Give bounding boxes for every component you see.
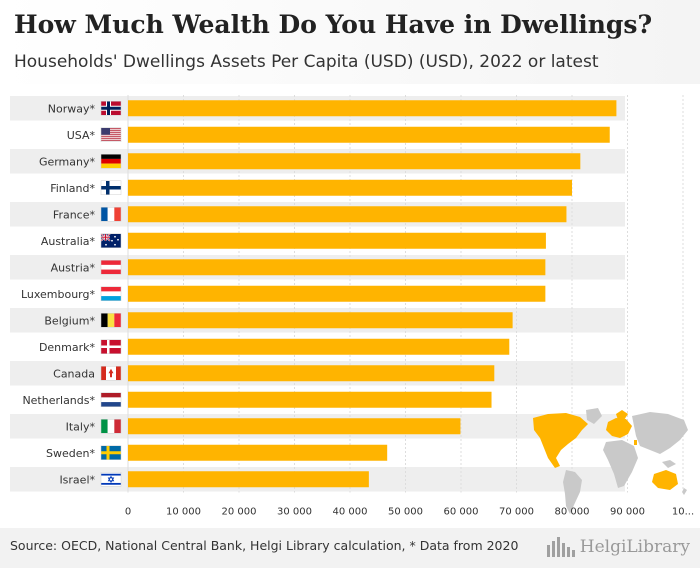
flags: [100, 101, 122, 487]
israel-flag-icon: [100, 472, 122, 487]
bar[interactable]: [128, 444, 388, 461]
map-greenland: [586, 408, 602, 424]
germany-flag-icon: [100, 154, 122, 169]
category-label: Italy*: [66, 420, 96, 433]
x-tick-label: 50 000: [388, 507, 423, 518]
category-label: Netherlands*: [22, 394, 95, 407]
bar-chart: Norway* USA* Germany* Finland* France* Austra…: [10, 95, 694, 518]
x-tick-label: 30 000: [277, 507, 312, 518]
x-axis-tick-labels: 0 10 000 20 000 30 000 40 000 50 000 60 000 70 …: [125, 507, 694, 518]
category-label: Denmark*: [39, 341, 96, 354]
map-southeast-asia: [662, 460, 676, 468]
netherlands-flag-icon: [100, 392, 122, 407]
bar[interactable]: [128, 206, 567, 223]
bar[interactable]: [128, 179, 572, 196]
australia-flag-icon: [100, 233, 122, 248]
x-tick-label: 0: [125, 507, 131, 518]
canada-flag-icon: [100, 366, 122, 381]
source-note: Source: OECD, National Central Bank, Hel…: [10, 538, 519, 553]
category-label: France*: [53, 208, 96, 221]
denmark-flag-icon: [100, 339, 122, 354]
bar[interactable]: [128, 391, 492, 408]
map-israel: [634, 440, 637, 445]
bar[interactable]: [128, 418, 461, 435]
chart-subtitle: Households' Dwellings Assets Per Capita …: [14, 52, 599, 72]
world-map-icon: [533, 408, 688, 514]
bar[interactable]: [128, 100, 617, 117]
map-australia: [652, 470, 678, 490]
map-new-zealand: [682, 488, 687, 495]
france-flag-icon: [100, 207, 122, 222]
sweden-flag-icon: [100, 445, 122, 460]
belgium-flag-icon: [100, 313, 122, 328]
category-label: Australia*: [41, 235, 96, 248]
brand-name: HelgiLibrary: [579, 537, 690, 557]
helgi-library-logo[interactable]: HelgiLibrary: [546, 536, 690, 558]
chart-footer: Source: OECD, National Central Bank, Hel…: [0, 528, 700, 568]
x-tick-label: 10 000: [166, 507, 201, 518]
category-label: Belgium*: [44, 314, 95, 327]
bar[interactable]: [128, 153, 581, 170]
x-tick-label: 40 000: [333, 507, 368, 518]
map-north-america: [533, 413, 588, 468]
x-tick-label: 70 000: [499, 507, 534, 518]
usa-flag-icon: [100, 127, 122, 142]
category-label: Germany*: [39, 155, 96, 168]
category-label: USA*: [67, 129, 96, 142]
category-label: Luxembourg*: [21, 288, 96, 301]
norway-flag-icon: [100, 101, 122, 116]
map-europe: [606, 418, 632, 438]
x-tick-label: 20 000: [222, 507, 257, 518]
x-tick-label: 90 000: [610, 507, 645, 518]
category-label: Sweden*: [46, 447, 95, 460]
bar[interactable]: [128, 365, 495, 382]
luxembourg-flag-icon: [100, 286, 122, 301]
category-labels: Norway* USA* Germany* Finland* France* Austra…: [21, 102, 96, 486]
category-label: Finland*: [50, 182, 95, 195]
bar[interactable]: [128, 471, 369, 488]
building-skyline-icon: [546, 537, 575, 557]
category-label: Canada: [53, 367, 95, 380]
bar[interactable]: [128, 259, 546, 276]
italy-flag-icon: [100, 419, 122, 434]
x-tick-label: 80 000: [555, 507, 590, 518]
bar[interactable]: [128, 312, 513, 329]
chart-header: How Much Wealth Do You Have in Dwellings…: [0, 0, 700, 84]
x-tick-label: 60 000: [444, 507, 479, 518]
category-label: Austria*: [51, 261, 96, 274]
finland-flag-icon: [100, 180, 122, 195]
map-scandinavia: [616, 410, 628, 420]
chart-title: How Much Wealth Do You Have in Dwellings…: [14, 10, 653, 39]
bar[interactable]: [128, 126, 610, 143]
map-asia: [632, 412, 688, 454]
bar[interactable]: [128, 338, 510, 355]
category-label: Norway*: [48, 102, 96, 115]
x-tick-label: 10...: [672, 507, 694, 518]
bar[interactable]: [128, 285, 546, 302]
category-label: Israel*: [59, 473, 95, 486]
map-africa: [603, 440, 638, 488]
bars: [128, 100, 617, 488]
bar[interactable]: [128, 232, 546, 249]
map-south-america: [563, 470, 582, 514]
austria-flag-icon: [100, 260, 122, 275]
